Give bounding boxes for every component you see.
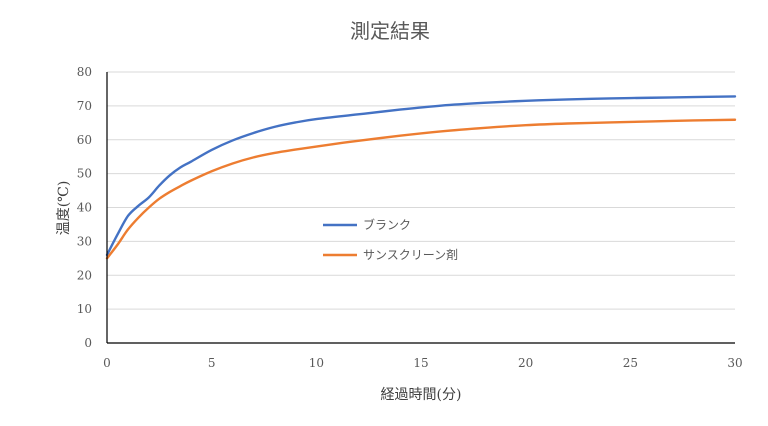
chart-title: 測定結果 — [350, 19, 430, 43]
gridlines — [107, 71, 735, 310]
legend-label-0: ブランク — [363, 217, 411, 232]
y-tick-label: 70 — [77, 99, 92, 113]
x-tick-label: 25 — [623, 356, 638, 370]
y-tick-label: 40 — [77, 201, 92, 215]
x-tick-label: 15 — [413, 356, 428, 370]
y-axis-ticks: 0 10 20 30 40 50 60 70 80 — [77, 65, 92, 350]
y-tick-label: 60 — [77, 133, 92, 147]
x-tick-label: 30 — [727, 356, 742, 370]
legend-label-1: サンスクリーン剤 — [363, 247, 458, 262]
y-tick-label: 10 — [77, 302, 92, 316]
y-tick-label: 50 — [77, 167, 92, 181]
series-lines — [105, 95, 737, 260]
x-tick-label: 0 — [103, 356, 111, 370]
y-axis-title: 温度(℃) — [56, 181, 72, 236]
y-tick-label: 30 — [77, 234, 92, 248]
x-tick-label: 10 — [309, 356, 324, 370]
x-tick-label: 20 — [518, 356, 533, 370]
x-axis-ticks: 0 5 10 15 20 25 30 — [103, 356, 742, 370]
y-tick-label: 0 — [84, 336, 92, 350]
series-line-0 — [105, 95, 737, 257]
y-tick-label: 20 — [77, 268, 92, 282]
y-tick-label: 80 — [77, 65, 92, 79]
x-tick-label: 5 — [208, 356, 216, 370]
series-line-1 — [105, 118, 737, 260]
x-axis-title: 経過時間(分) — [381, 387, 462, 403]
